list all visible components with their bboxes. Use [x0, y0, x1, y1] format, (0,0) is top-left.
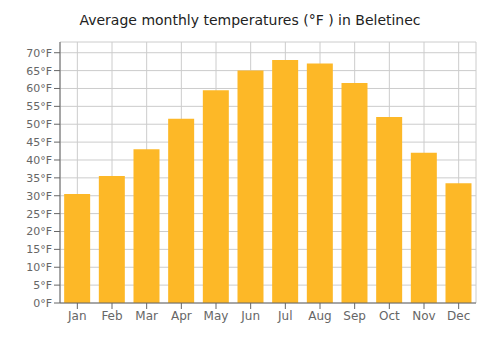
svg-text:10°F: 10°F: [26, 261, 52, 274]
svg-text:0°F: 0°F: [33, 297, 52, 310]
svg-text:Oct: Oct: [379, 309, 400, 323]
svg-text:60°F: 60°F: [26, 82, 52, 95]
svg-text:15°F: 15°F: [26, 243, 52, 256]
svg-text:Jun: Jun: [240, 309, 260, 323]
svg-text:Dec: Dec: [447, 309, 470, 323]
svg-text:Jul: Jul: [277, 309, 292, 323]
svg-text:Mar: Mar: [135, 309, 158, 323]
svg-text:25°F: 25°F: [26, 208, 52, 221]
svg-text:Aug: Aug: [308, 309, 331, 323]
svg-text:50°F: 50°F: [26, 118, 52, 131]
svg-text:45°F: 45°F: [26, 136, 52, 149]
svg-text:Apr: Apr: [171, 309, 192, 323]
svg-text:55°F: 55°F: [26, 100, 52, 113]
svg-text:Feb: Feb: [101, 309, 122, 323]
svg-text:Jan: Jan: [67, 309, 87, 323]
svg-text:30°F: 30°F: [26, 190, 52, 203]
svg-text:70°F: 70°F: [26, 47, 52, 60]
svg-text:20°F: 20°F: [26, 225, 52, 238]
html-text:Average monthly temperatures (: Average monthly temperatures (°F ) in Be…: [79, 12, 421, 28]
svg-text:5°F: 5°F: [33, 279, 52, 292]
svg-text:65°F: 65°F: [26, 65, 52, 78]
svg-text:Nov: Nov: [412, 309, 435, 323]
svg-text:40°F: 40°F: [26, 154, 52, 167]
svg-text:May: May: [204, 309, 229, 323]
svg-text:Sep: Sep: [343, 309, 366, 323]
svg-text:35°F: 35°F: [26, 172, 52, 185]
